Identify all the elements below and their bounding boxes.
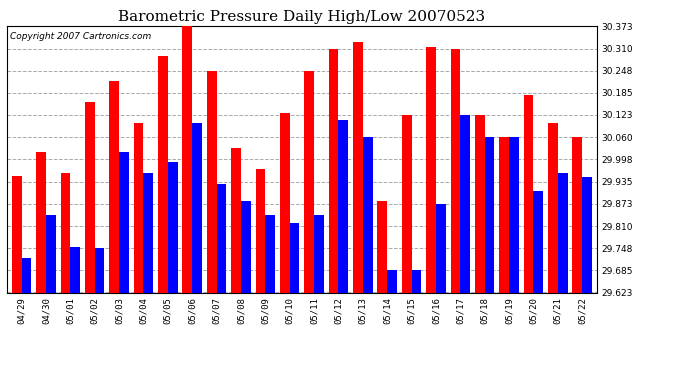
Bar <box>558 173 568 375</box>
Bar <box>280 112 290 375</box>
Bar <box>484 137 495 375</box>
Bar <box>193 123 202 375</box>
Bar <box>548 123 558 375</box>
Bar <box>231 148 241 375</box>
Bar <box>266 216 275 375</box>
Text: Copyright 2007 Cartronics.com: Copyright 2007 Cartronics.com <box>10 32 151 40</box>
Bar <box>95 248 104 375</box>
Bar <box>119 152 129 375</box>
Bar <box>70 248 80 375</box>
Bar <box>460 115 470 375</box>
Bar <box>21 258 31 375</box>
Bar <box>436 204 446 375</box>
Bar <box>328 49 338 375</box>
Bar <box>12 176 21 375</box>
Bar <box>144 173 153 375</box>
Bar <box>217 183 226 375</box>
Bar <box>255 170 266 375</box>
Bar <box>241 201 250 375</box>
Bar <box>353 42 363 375</box>
Bar <box>85 102 95 375</box>
Bar <box>377 201 387 375</box>
Bar <box>314 216 324 375</box>
Bar <box>402 115 411 375</box>
Bar <box>46 216 56 375</box>
Bar <box>500 137 509 375</box>
Bar <box>573 137 582 375</box>
Bar <box>338 120 348 375</box>
Bar <box>182 26 193 375</box>
Bar <box>363 137 373 375</box>
Bar <box>207 70 217 375</box>
Bar <box>426 47 436 375</box>
Bar <box>451 49 460 375</box>
Bar <box>290 223 299 375</box>
Bar <box>475 115 484 375</box>
Bar <box>304 70 314 375</box>
Bar <box>158 56 168 375</box>
Bar <box>509 137 519 375</box>
Bar <box>411 270 422 375</box>
Bar <box>168 162 177 375</box>
Bar <box>524 95 533 375</box>
Bar <box>387 270 397 375</box>
Bar <box>36 152 46 375</box>
Bar <box>61 173 70 375</box>
Title: Barometric Pressure Daily High/Low 20070523: Barometric Pressure Daily High/Low 20070… <box>118 10 486 24</box>
Bar <box>582 177 592 375</box>
Bar <box>533 190 543 375</box>
Bar <box>109 81 119 375</box>
Bar <box>134 123 144 375</box>
